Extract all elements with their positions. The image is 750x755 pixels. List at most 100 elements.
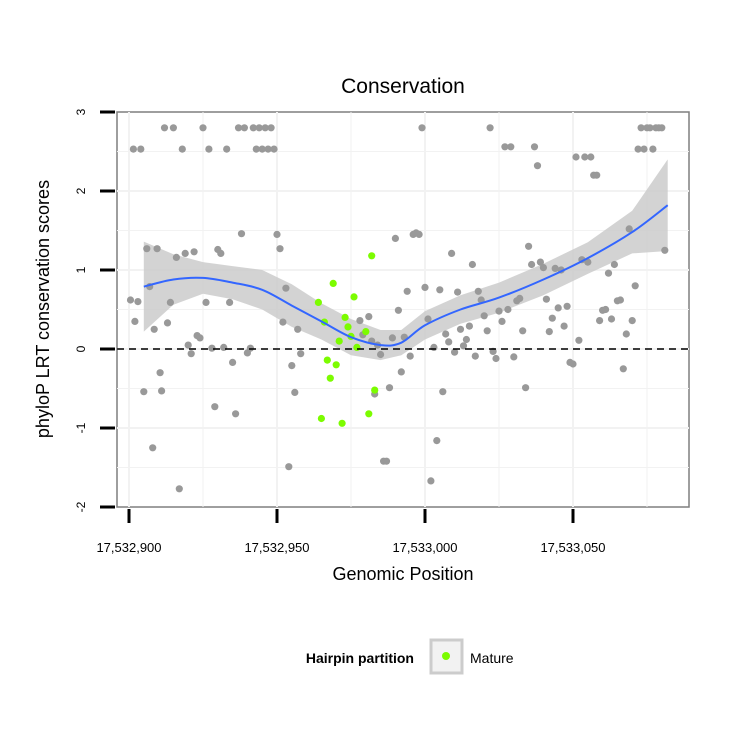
smooth-layer bbox=[143, 204, 669, 347]
conservation-point bbox=[356, 317, 364, 325]
conservation-point bbox=[451, 348, 459, 356]
mature-point bbox=[362, 328, 370, 336]
y-tick-label: 2 bbox=[74, 187, 88, 194]
conservation-point bbox=[607, 315, 616, 323]
conservation-point bbox=[267, 124, 275, 132]
conservation-point bbox=[569, 360, 577, 368]
conservation-point bbox=[631, 282, 639, 290]
conservation-point bbox=[602, 305, 610, 314]
conservation-point bbox=[226, 298, 234, 306]
conservation-point bbox=[388, 334, 396, 342]
mature-point bbox=[371, 386, 379, 394]
conservation-point bbox=[150, 325, 158, 333]
conservation-point bbox=[264, 145, 272, 153]
conservation-point bbox=[415, 230, 423, 238]
conservation-point bbox=[530, 143, 539, 151]
conservation-point bbox=[486, 124, 494, 132]
conservation-point bbox=[175, 485, 183, 493]
conservation-point bbox=[205, 145, 213, 153]
conservation-point bbox=[187, 350, 195, 358]
conservation-point bbox=[163, 319, 172, 327]
conservation-point bbox=[166, 298, 174, 306]
conservation-point bbox=[471, 352, 479, 360]
conservation-point bbox=[377, 350, 385, 359]
conservation-point bbox=[143, 245, 151, 253]
mature-point bbox=[329, 279, 337, 287]
mature-point bbox=[341, 313, 349, 321]
conservation-point bbox=[134, 298, 142, 306]
mature-point bbox=[344, 323, 352, 331]
conservation-point bbox=[394, 306, 402, 314]
conservation-point bbox=[610, 260, 619, 269]
conservation-point bbox=[474, 287, 482, 295]
conservation-point bbox=[199, 124, 207, 132]
conservation-point bbox=[273, 230, 281, 238]
conservation-point bbox=[184, 341, 192, 349]
legend-title: Hairpin partition bbox=[306, 650, 414, 666]
conservation-point bbox=[542, 295, 551, 303]
conservation-point bbox=[160, 124, 169, 132]
conservation-point bbox=[156, 369, 164, 377]
conservation-point bbox=[498, 317, 506, 325]
conservation-point bbox=[232, 410, 240, 418]
conservation-point bbox=[634, 145, 642, 153]
conservation-point bbox=[622, 330, 630, 338]
x-tick-label: 17,533,050 bbox=[540, 540, 605, 555]
conservation-point bbox=[202, 298, 210, 306]
conservation-point bbox=[261, 124, 269, 132]
conservation-point bbox=[172, 253, 180, 261]
conservation-point bbox=[126, 296, 135, 304]
conservation-point bbox=[382, 457, 391, 465]
mature-point bbox=[326, 374, 334, 382]
x-tick-label: 17,532,900 bbox=[96, 540, 161, 555]
legend-key-mature-point bbox=[442, 652, 450, 660]
conservation-point bbox=[528, 260, 536, 269]
conservation-point bbox=[234, 124, 243, 132]
conservation-point bbox=[430, 343, 438, 351]
conservation-point bbox=[628, 317, 636, 325]
x-tick-label: 17,532,950 bbox=[244, 540, 309, 555]
conservation-point bbox=[237, 230, 246, 238]
conservation-point bbox=[240, 124, 248, 132]
conservation-point bbox=[153, 245, 161, 253]
conservation-point bbox=[465, 322, 473, 330]
legend-key bbox=[429, 638, 464, 675]
conservation-point bbox=[587, 153, 595, 161]
conservation-point bbox=[181, 249, 189, 257]
conservation-point bbox=[522, 384, 530, 392]
conservation-point bbox=[385, 384, 394, 392]
conservation-point bbox=[229, 358, 237, 366]
conservation-point bbox=[211, 403, 219, 411]
conservation-point bbox=[421, 283, 429, 291]
conservation-point bbox=[604, 269, 613, 277]
conservation-point bbox=[462, 335, 470, 344]
conservation-point bbox=[454, 288, 462, 296]
conservation-point bbox=[480, 312, 488, 320]
mature-point bbox=[314, 298, 322, 306]
conservation-point bbox=[196, 334, 204, 342]
conservation-point bbox=[223, 145, 231, 153]
conservation-point bbox=[619, 365, 627, 373]
confidence-band-layer bbox=[143, 159, 668, 361]
mature-point bbox=[365, 410, 373, 418]
conservation-point bbox=[217, 249, 225, 257]
conservation-point bbox=[406, 352, 414, 360]
conservation-point bbox=[442, 330, 450, 338]
conservation-point bbox=[270, 145, 278, 153]
conservation-point bbox=[137, 145, 145, 153]
mature-point bbox=[353, 343, 361, 351]
mature-point bbox=[368, 252, 376, 260]
conservation-point bbox=[288, 362, 296, 370]
conservation-point bbox=[436, 286, 444, 294]
conservation-point bbox=[545, 328, 553, 336]
conservation-point bbox=[391, 234, 399, 242]
mature-point bbox=[323, 356, 331, 364]
conservation-point bbox=[483, 327, 491, 335]
conservation-point bbox=[279, 318, 287, 326]
conservation-point bbox=[459, 342, 468, 350]
conservation-point bbox=[539, 264, 548, 272]
conservation-point bbox=[525, 242, 533, 250]
conservation-point bbox=[178, 145, 186, 153]
conservation-point bbox=[616, 296, 625, 304]
